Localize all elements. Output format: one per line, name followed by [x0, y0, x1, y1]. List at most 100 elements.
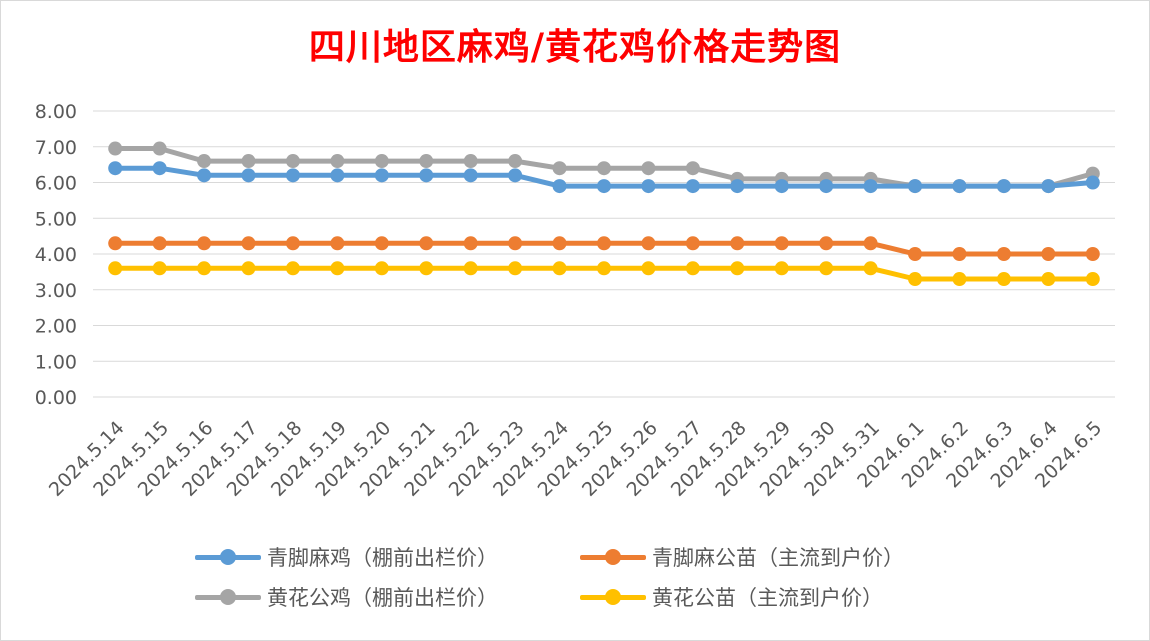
legend-item-series-0: 青脚麻鸡（棚前出栏价） [195, 542, 498, 572]
data-point-series-0 [330, 168, 345, 183]
data-point-series-1 [819, 236, 834, 251]
data-point-series-1 [685, 236, 700, 251]
y-tick-label: 4.00 [35, 244, 77, 266]
chart-title: 四川地区麻鸡/黄花鸡价格走势图 [308, 26, 842, 68]
legend-label-series-3: 黄花公苗（主流到户价） [652, 586, 883, 610]
data-point-series-2 [197, 154, 212, 169]
data-point-series-3 [463, 261, 478, 276]
legend-item-series-1: 青脚麻公苗（主流到户价） [580, 542, 904, 572]
data-point-series-1 [774, 236, 789, 251]
data-point-series-0 [152, 161, 167, 176]
data-point-series-0 [374, 168, 389, 183]
data-point-series-0 [463, 168, 478, 183]
data-point-series-2 [463, 154, 478, 169]
legend-swatch-series-3 [580, 582, 646, 612]
y-tick-label: 5.00 [35, 208, 77, 230]
data-point-series-0 [730, 179, 745, 194]
data-point-series-3 [197, 261, 212, 276]
data-point-series-1 [597, 236, 611, 251]
data-point-series-3 [863, 261, 878, 276]
data-point-series-0 [508, 168, 523, 183]
data-point-series-2 [241, 154, 256, 169]
data-point-series-1 [863, 236, 878, 251]
y-tick-label: 6.00 [35, 173, 77, 195]
data-point-series-2 [685, 161, 700, 176]
data-point-series-3 [908, 272, 923, 287]
data-point-series-0 [108, 161, 123, 176]
data-point-series-1 [419, 236, 434, 251]
data-point-series-1 [241, 236, 256, 251]
data-point-series-3 [1041, 272, 1056, 287]
data-point-series-2 [641, 161, 656, 176]
data-point-series-0 [419, 168, 434, 183]
data-point-series-3 [774, 261, 789, 276]
data-point-series-0 [241, 168, 256, 183]
data-point-series-3 [641, 261, 656, 276]
data-point-series-3 [819, 261, 834, 276]
data-point-series-2 [285, 154, 300, 169]
legend-swatch-series-1 [580, 542, 646, 572]
chart-legend: 青脚麻鸡（棚前出栏价） 青脚麻公苗（主流到户价） 黄花公鸡（棚前出栏价） 黄花公… [195, 538, 1015, 618]
data-point-series-3 [597, 261, 611, 276]
data-point-series-1 [996, 247, 1011, 261]
data-point-series-1 [952, 247, 967, 261]
data-point-series-1 [108, 236, 123, 251]
data-point-series-1 [908, 247, 923, 261]
y-tick-label: 1.00 [35, 351, 77, 373]
data-point-series-3 [508, 261, 523, 276]
data-point-series-0 [597, 179, 611, 194]
data-point-series-2 [552, 161, 567, 176]
data-point-series-0 [819, 179, 834, 194]
data-point-series-1 [552, 236, 567, 251]
data-point-series-3 [996, 272, 1011, 287]
y-tick-label: 3.00 [35, 280, 77, 302]
legend-label-series-1: 青脚麻公苗（主流到户价） [652, 546, 904, 570]
data-point-series-2 [152, 141, 167, 156]
data-point-series-2 [419, 154, 434, 169]
data-point-series-3 [285, 261, 300, 276]
data-point-series-1 [152, 236, 167, 251]
data-point-series-0 [285, 168, 300, 183]
data-point-series-3 [330, 261, 345, 276]
data-point-series-0 [952, 179, 967, 194]
data-point-series-0 [774, 179, 789, 194]
data-point-series-2 [374, 154, 389, 169]
data-point-series-3 [685, 261, 700, 276]
data-point-series-3 [152, 261, 167, 276]
data-point-series-3 [952, 272, 967, 287]
data-point-series-1 [1041, 247, 1056, 261]
data-point-series-3 [730, 261, 745, 276]
data-point-series-1 [641, 236, 656, 251]
legend-swatch-series-0 [195, 542, 261, 572]
data-point-series-3 [374, 261, 389, 276]
data-point-series-1 [508, 236, 523, 251]
data-point-series-1 [1085, 247, 1100, 261]
data-point-series-0 [863, 179, 878, 194]
legend-swatch-series-2 [195, 582, 261, 612]
data-point-series-1 [197, 236, 212, 251]
legend-label-series-2: 黄花公鸡（棚前出栏价） [267, 586, 498, 610]
y-tick-label: 7.00 [35, 137, 77, 159]
y-tick-label: 0.00 [35, 387, 77, 409]
y-tick-label: 8.00 [35, 101, 77, 123]
legend-item-series-3: 黄花公苗（主流到户价） [580, 582, 883, 612]
data-point-series-2 [108, 141, 123, 156]
data-point-series-0 [908, 179, 923, 194]
data-point-series-3 [1085, 272, 1100, 287]
data-point-series-0 [197, 168, 212, 183]
data-point-series-2 [508, 154, 523, 169]
data-point-series-2 [597, 161, 611, 176]
data-point-series-3 [552, 261, 567, 276]
data-point-series-0 [1085, 175, 1100, 190]
data-point-series-0 [685, 179, 700, 194]
data-point-series-1 [285, 236, 300, 251]
data-point-series-0 [1041, 179, 1056, 194]
data-point-series-1 [374, 236, 389, 251]
data-point-series-0 [552, 179, 567, 194]
data-point-series-0 [641, 179, 656, 194]
data-point-series-3 [241, 261, 256, 276]
y-tick-label: 2.00 [35, 316, 77, 338]
data-point-series-1 [463, 236, 478, 251]
